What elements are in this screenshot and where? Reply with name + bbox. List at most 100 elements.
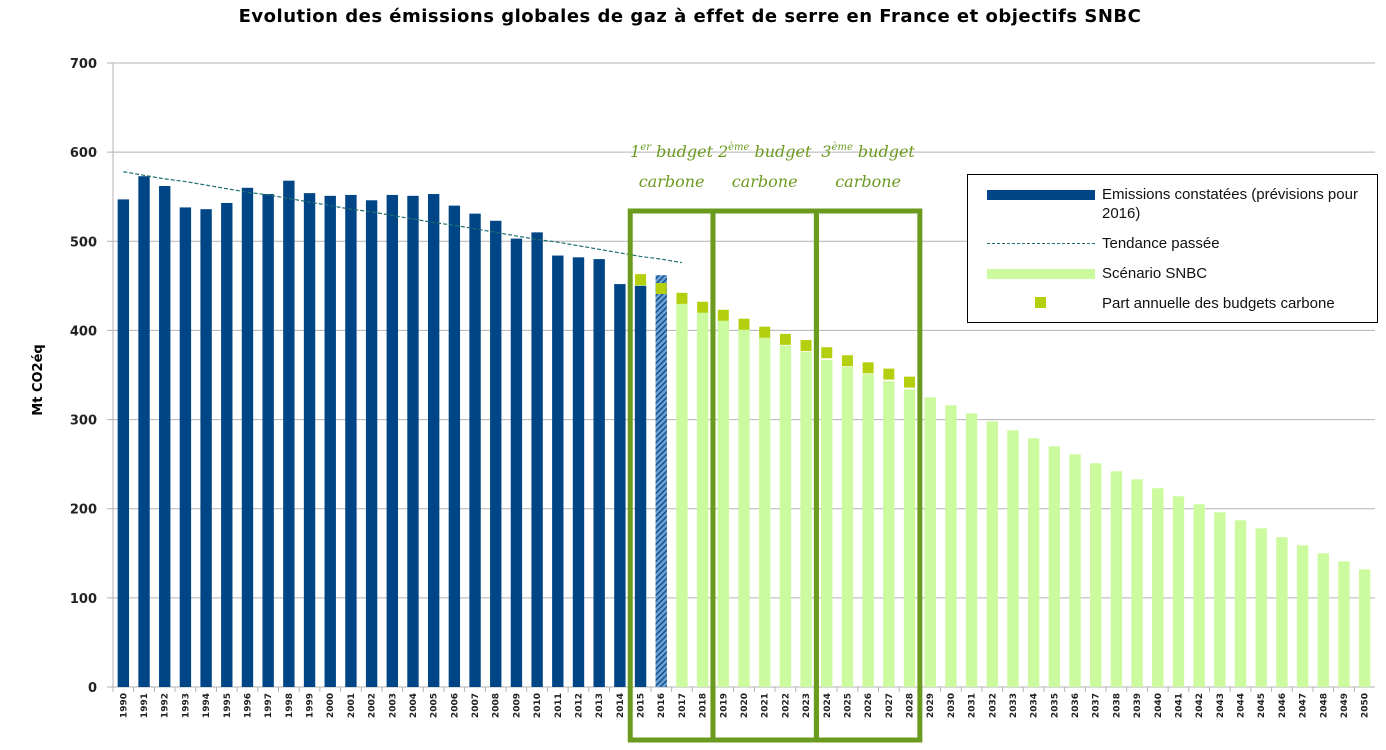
bar bbox=[531, 232, 543, 687]
x-tick-label: 2044 bbox=[1237, 693, 1247, 718]
chart-title: Evolution des émissions globales de gaz … bbox=[239, 6, 1142, 27]
bar bbox=[407, 195, 419, 687]
legend-label: Emissions constatées (prévisions pour 20… bbox=[1102, 186, 1358, 222]
budget-marker bbox=[821, 347, 833, 359]
x-tick-label: 2037 bbox=[1092, 693, 1102, 718]
x-tick-label: 2039 bbox=[1133, 693, 1143, 718]
legend-label: Tendance passée bbox=[1102, 235, 1220, 252]
x-tick-label: 2010 bbox=[533, 693, 543, 718]
bar bbox=[324, 195, 336, 687]
annotation-number: 3 bbox=[821, 142, 831, 161]
annotation-line2: carbone bbox=[835, 172, 901, 191]
bar bbox=[159, 186, 171, 687]
bar bbox=[945, 405, 957, 687]
bar bbox=[903, 389, 916, 687]
y-tick-label: 400 bbox=[70, 324, 97, 339]
bar bbox=[883, 381, 895, 687]
x-tick-label: 1994 bbox=[202, 693, 212, 718]
bar bbox=[1234, 520, 1247, 687]
y-tick-label: 500 bbox=[70, 235, 97, 250]
x-tick-label: 1992 bbox=[161, 693, 171, 718]
bar bbox=[1069, 454, 1081, 687]
bar bbox=[634, 285, 647, 687]
x-tick-label: 2005 bbox=[430, 693, 440, 718]
legend: Emissions constatées (prévisions pour 20… bbox=[967, 174, 1378, 323]
bar bbox=[1131, 479, 1143, 687]
x-tick-label: 1990 bbox=[119, 693, 129, 718]
bar bbox=[1338, 561, 1350, 687]
budget-marker bbox=[697, 301, 709, 313]
x-tick-label: 1999 bbox=[306, 693, 316, 718]
legend-key bbox=[987, 190, 1095, 200]
bar bbox=[696, 311, 709, 687]
bar bbox=[386, 194, 398, 687]
y-tick-label: 700 bbox=[70, 57, 97, 72]
bar bbox=[117, 199, 130, 688]
bar bbox=[221, 202, 233, 687]
bar bbox=[862, 374, 874, 687]
x-tick-label: 2026 bbox=[864, 693, 874, 718]
x-tick-label: 2038 bbox=[1112, 693, 1122, 718]
y-tick-label: 600 bbox=[70, 146, 97, 161]
x-tick-label: 2040 bbox=[1154, 693, 1164, 718]
bar bbox=[469, 213, 481, 687]
bar bbox=[779, 345, 792, 687]
budget-marker bbox=[904, 376, 916, 388]
x-tick-label: 2027 bbox=[885, 693, 895, 718]
y-tick-label: 0 bbox=[88, 681, 97, 696]
bar bbox=[448, 205, 461, 687]
bar bbox=[1296, 545, 1309, 687]
x-tick-label: 2009 bbox=[512, 693, 522, 718]
y-tick-label: 200 bbox=[70, 503, 97, 518]
x-tick-label: 2013 bbox=[595, 693, 605, 718]
x-tick-label: 2031 bbox=[968, 693, 978, 718]
bar bbox=[200, 209, 212, 688]
bar bbox=[1358, 569, 1371, 687]
legend-key bbox=[987, 243, 1095, 244]
x-tick-label: 2002 bbox=[368, 693, 378, 718]
bar bbox=[965, 413, 978, 687]
bar bbox=[365, 200, 378, 687]
annotation-number: 1 bbox=[630, 142, 640, 161]
x-tick-label: 2023 bbox=[802, 693, 812, 718]
x-tick-label: 2003 bbox=[388, 693, 398, 718]
bar bbox=[1193, 504, 1205, 687]
bar bbox=[758, 337, 771, 687]
x-tick-label: 2047 bbox=[1299, 693, 1309, 718]
x-tick-label: 1998 bbox=[285, 693, 295, 718]
x-tick-label: 2001 bbox=[347, 693, 357, 718]
x-tick-label: 2004 bbox=[409, 693, 419, 718]
bar bbox=[1317, 553, 1329, 687]
bar bbox=[1027, 438, 1040, 687]
x-tick-label: 2048 bbox=[1319, 693, 1329, 718]
annotation-sup: ème bbox=[728, 142, 749, 153]
x-tick-label: 2035 bbox=[1050, 693, 1060, 718]
annotation-sup: er bbox=[640, 142, 652, 153]
bar bbox=[614, 284, 626, 687]
x-tick-label: 2043 bbox=[1216, 693, 1226, 718]
bar bbox=[1048, 446, 1061, 687]
x-tick-label: 2007 bbox=[471, 693, 481, 718]
x-tick-label: 2000 bbox=[326, 693, 336, 718]
legend-key bbox=[987, 269, 1095, 279]
annotation-line2: carbone bbox=[639, 172, 705, 191]
legend-key bbox=[1035, 297, 1046, 308]
bar bbox=[655, 275, 667, 687]
bar bbox=[821, 359, 833, 687]
x-tick-label: 2036 bbox=[1071, 693, 1081, 718]
x-tick-label: 2017 bbox=[678, 693, 688, 718]
x-tick-label: 2012 bbox=[574, 693, 584, 718]
bar bbox=[510, 238, 523, 687]
x-tick-label: 2049 bbox=[1340, 693, 1350, 718]
bar bbox=[1152, 488, 1164, 687]
x-tick-label: 2032 bbox=[988, 693, 998, 718]
budget-marker bbox=[841, 355, 853, 367]
x-tick-label: 2014 bbox=[616, 693, 626, 718]
x-tick-label: 2046 bbox=[1278, 693, 1288, 718]
budget-marker bbox=[800, 340, 812, 352]
bar bbox=[345, 194, 357, 687]
budget-marker bbox=[655, 283, 667, 295]
budget-marker bbox=[635, 274, 647, 286]
